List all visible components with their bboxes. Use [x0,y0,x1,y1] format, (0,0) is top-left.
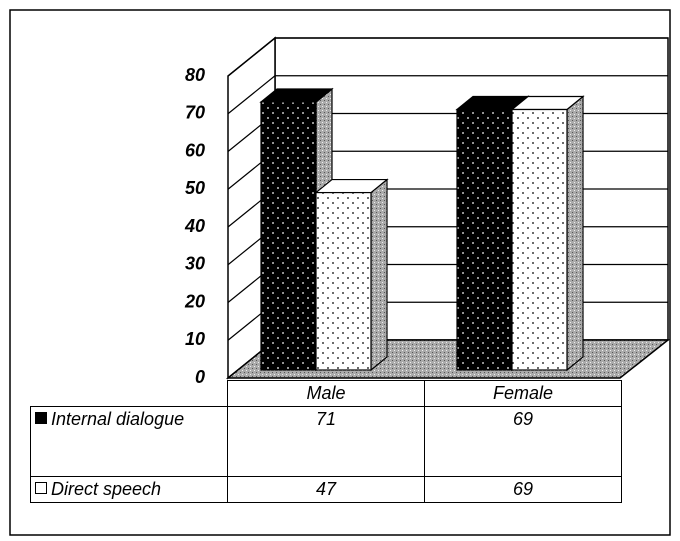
table-value: 71 [227,406,425,477]
y-tick-label: 50 [185,178,205,198]
table-row: Internal dialogue 71 69 [30,406,622,477]
legend-entry: Direct speech [30,476,228,503]
y-tick-label: 20 [184,291,205,311]
y-tick-label: 40 [184,216,205,236]
grid-line [227,75,668,115]
legend-swatch [35,482,47,494]
frame [9,9,671,536]
table-value: 47 [227,476,425,503]
bar [511,108,568,371]
y-tick-label: 30 [185,254,205,274]
table-row: Direct speech 47 69 [30,476,622,503]
y-tick-label: 60 [185,140,205,160]
y-tick-label: 70 [185,103,205,123]
legend-label: Internal dialogue [51,409,185,429]
legend-label: Direct speech [51,479,162,499]
table-value: 69 [424,476,622,503]
category: Male [227,380,425,407]
y-tick-label: 80 [185,65,205,85]
legend-entry: Internal dialogue [30,406,228,477]
grid-line [227,37,668,77]
table-value: 69 [424,406,622,477]
bar [315,191,372,371]
legend-swatch [35,412,47,424]
y-tick-label: 10 [185,329,205,349]
bar-side [370,178,388,372]
bar [260,101,317,371]
data-table: Male Female Internal dialogue 71 69 Dire… [30,380,622,503]
bar-side [566,95,584,372]
table-header: Male Female [30,380,622,407]
empty-cell [30,380,228,407]
category: Female [424,380,622,407]
bar [456,108,513,371]
y-tick-label: 0 [195,367,205,387]
